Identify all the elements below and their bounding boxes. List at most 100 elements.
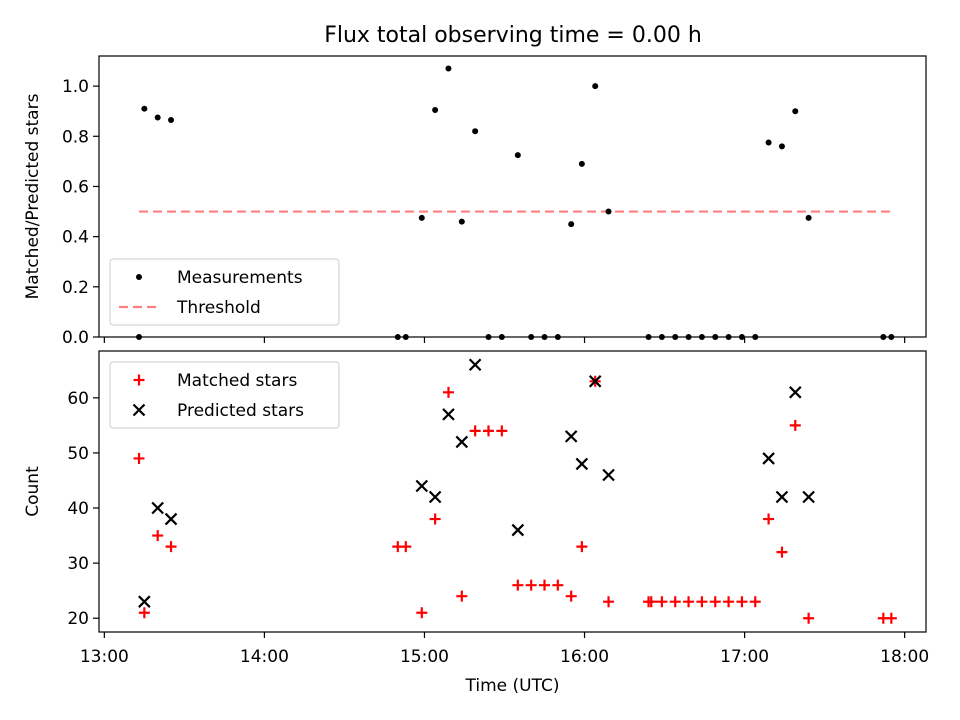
matched-star-point-8 [442,386,454,398]
y-axis-label: Count [23,466,43,517]
matched-star-point-15 [539,579,551,591]
measurement-point-9 [458,218,465,225]
matched-star-point-27 [709,596,721,608]
matched-star-point-17 [565,590,577,602]
legend-label: Predicted stars [177,401,304,421]
measurement-point-23 [672,334,679,340]
measurement-point-17 [568,221,575,228]
measurement-point-35 [888,334,895,340]
y-tick-label: 40 [67,499,89,519]
measurement-point-0 [136,334,143,340]
y-tick-label: 0.6 [62,177,89,197]
x-tick-label: 18:00 [880,647,929,667]
measurement-point-34 [880,334,887,340]
matched-star-point-29 [736,596,748,608]
matched-star-point-30 [749,596,761,608]
matched-star-point-3 [165,541,177,553]
predicted-star-point-3 [415,479,429,493]
predicted-star-point-13 [762,452,775,465]
predicted-star-point-10 [575,457,589,471]
measurement-point-4 [394,334,401,340]
measurement-point-26 [712,334,719,340]
measurement-point-19 [592,83,599,90]
legend-label: Measurements [177,268,303,288]
x-tick-label: 14:00 [240,647,289,667]
plot-frame [98,55,927,338]
measurement-point-20 [605,208,612,215]
measurement-point-1 [141,105,148,112]
measurement-point-8 [445,65,452,72]
predicted-star-point-7 [468,358,482,372]
matched-star-point-22 [645,596,657,608]
measurement-point-32 [792,108,799,115]
matched-star-point-11 [482,425,494,437]
x-tick-label: 13:00 [80,647,129,667]
measurement-point-28 [738,334,745,340]
predicted-star-point-8 [511,523,525,537]
predicted-star-point-15 [789,386,802,399]
y-tick-label: 30 [67,554,89,574]
matched-star-point-16 [552,579,564,591]
measurement-point-25 [698,334,705,340]
matched-star-point-12 [496,425,508,437]
measurement-point-2 [154,114,161,121]
matched-star-point-34 [803,612,815,624]
star-count-panel: 20 30 40 50 60 13:00 14:00 15:00 16:00 17:00 18:00… [23,350,929,696]
predicted-star-point-9 [564,430,578,443]
y-axis-label: Matched/Predicted stars [23,93,43,299]
predicted-star-point-6 [455,435,469,449]
measurement-point-7 [432,106,439,113]
matched-star-point-33 [789,419,801,431]
x-tick-label: 17:00 [720,647,769,667]
y-tick-label: 0.2 [62,278,89,298]
legend-label: Matched stars [177,371,297,391]
legend-label: Threshold [176,298,261,318]
legend-predicted-swatch [132,403,146,417]
measurement-point-27 [725,334,732,340]
x-tick-label: 16:00 [560,647,609,667]
plot-frame [98,350,927,633]
measurement-point-10 [472,128,479,135]
matched-star-point-24 [669,596,681,608]
flux-ratio-panel: 0.0 0.2 0.4 0.6 0.8 1.0 Matched/Predicted star… [23,55,927,348]
matched-star-point-18 [576,541,588,553]
matched-star-point-13 [512,579,524,591]
matched-star-point-1 [138,607,150,619]
x-tick-label: 15:00 [400,647,449,667]
predicted-star-point-5 [442,408,455,421]
matched-star-point-36 [885,612,897,624]
x-axis-label: Time (UTC) [465,676,560,696]
matched-star-point-23 [656,596,668,608]
matched-star-point-0 [133,452,145,464]
legend-box [109,258,340,326]
measurement-point-5 [402,334,409,340]
measurement-point-30 [765,139,772,146]
measurement-point-6 [418,214,425,221]
matched-star-point-6 [416,607,428,619]
y-tick-label: 1.0 [62,77,89,97]
predicted-star-point-14 [775,490,789,504]
predicted-star-point-4 [428,490,442,504]
measurement-point-14 [528,334,535,340]
matched-star-point-31 [763,513,775,525]
matched-star-point-14 [525,579,537,591]
legend-measurement-swatch [136,274,142,280]
predicted-star-point-12 [602,468,615,482]
measurement-point-16 [554,334,561,340]
y-tick-label: 0.0 [62,328,89,348]
measurement-point-33 [805,214,812,221]
measurement-point-22 [658,334,665,340]
y-tick-label: 0.8 [62,127,89,147]
matched-star-point-9 [456,590,468,602]
measurement-point-21 [645,334,652,340]
y-tick-label: 20 [67,609,89,629]
measurement-point-31 [778,143,785,150]
matched-star-point-2 [152,530,164,542]
y-tick-label: 0.4 [62,228,89,248]
legend-box [109,361,340,429]
predicted-star-point-11 [588,375,602,388]
y-tick-label: 50 [67,444,89,464]
chart-title: Flux total observing time = 0.00 h [324,23,702,48]
matched-star-point-32 [776,546,788,558]
measurement-point-3 [168,116,175,123]
